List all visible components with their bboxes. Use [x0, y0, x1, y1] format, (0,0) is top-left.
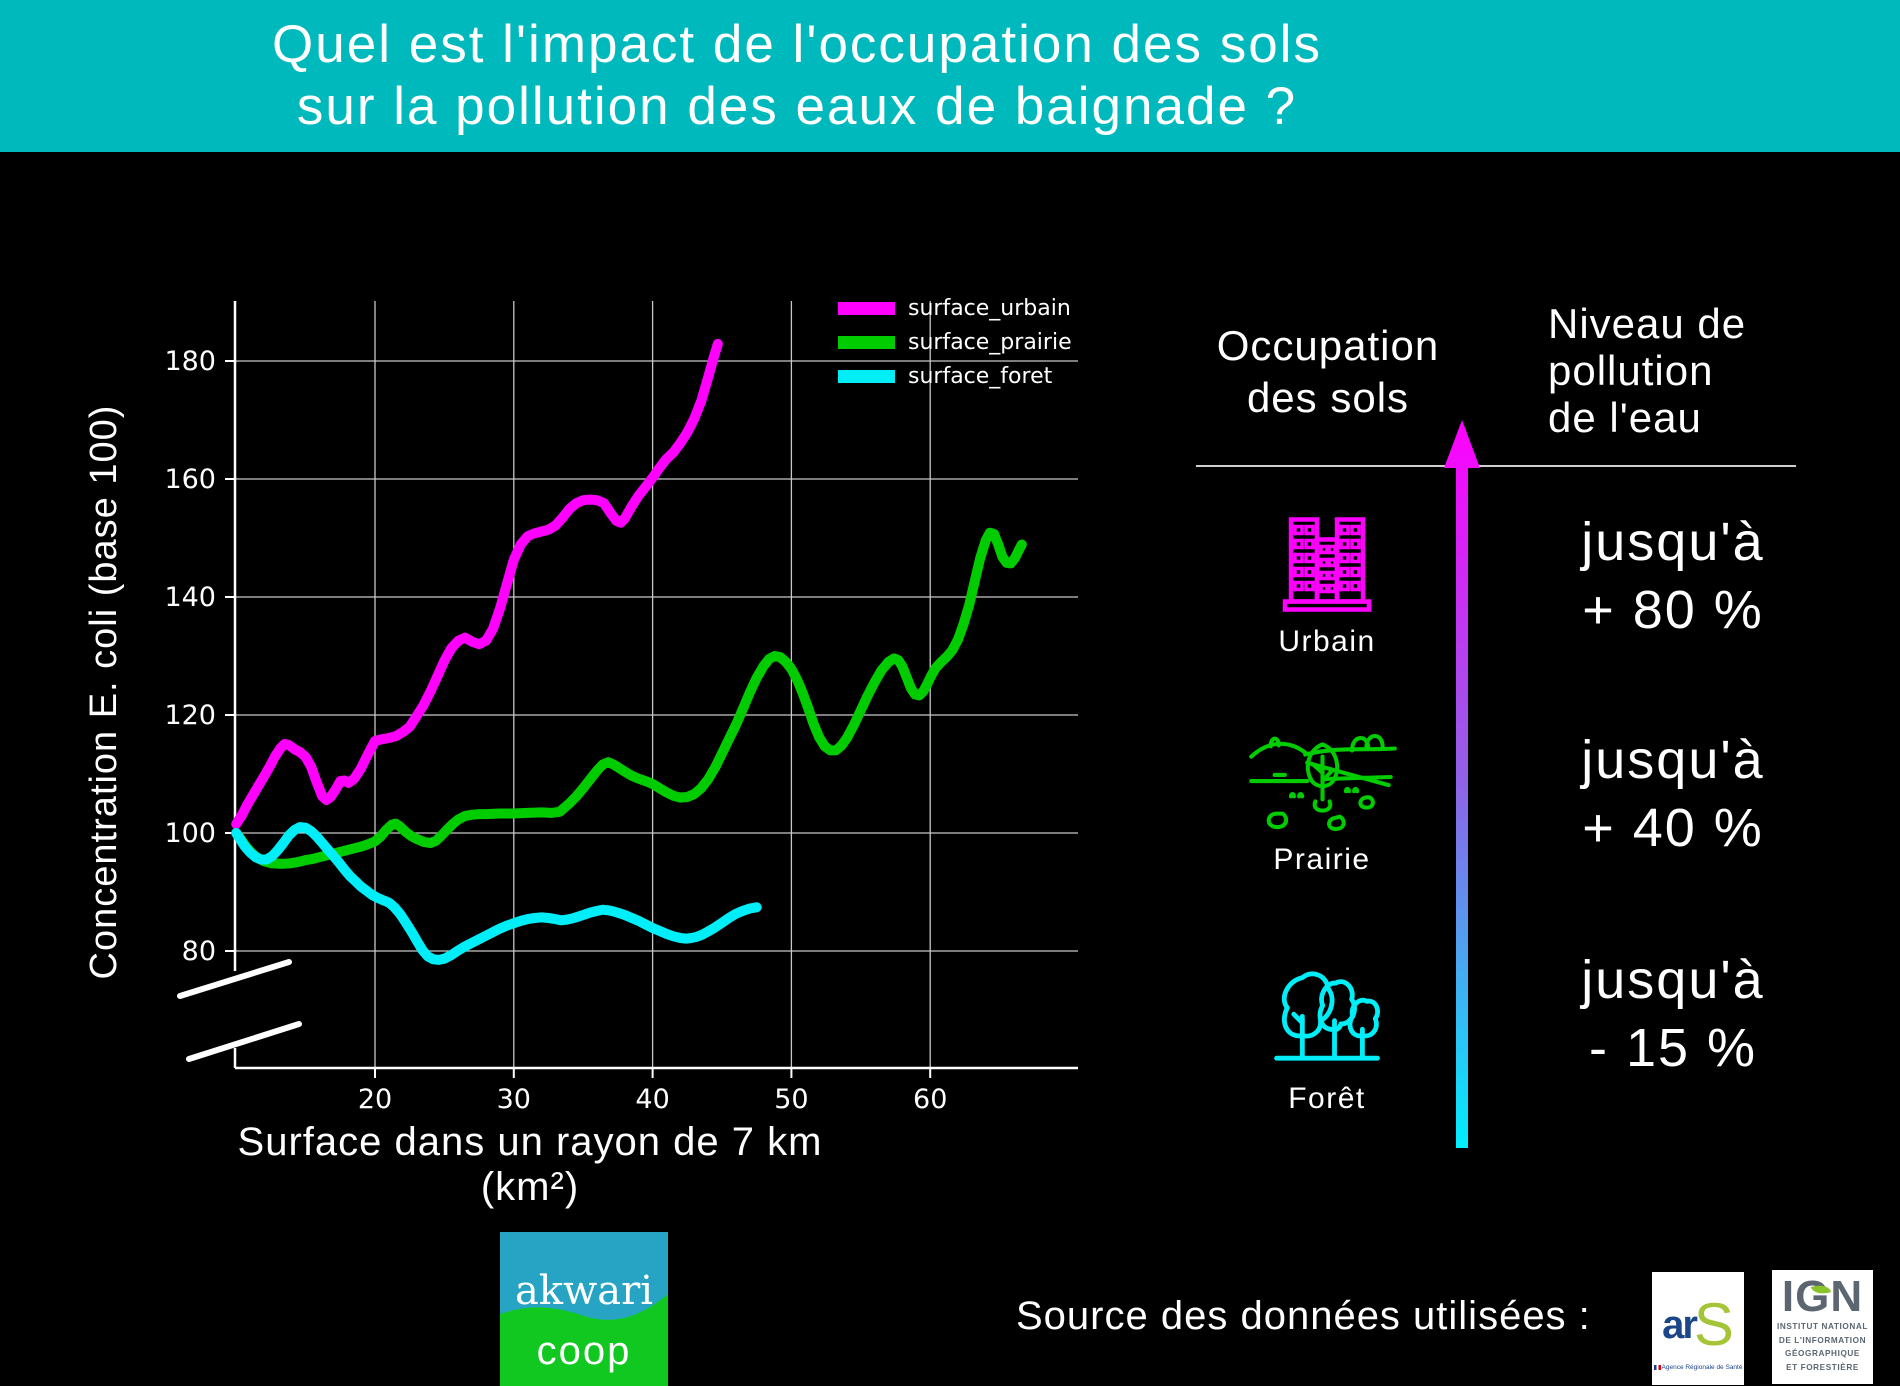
occupation-line1: Occupation	[1216, 322, 1440, 369]
svg-text:60: 60	[913, 1084, 947, 1115]
niveau-line2: pollution	[1548, 347, 1714, 394]
pollution-gradient-arrow-icon	[1444, 420, 1480, 1148]
ign-logo: IGN INSTITUT NATIONAL DE L'INFORMATION G…	[1772, 1270, 1873, 1384]
ign-sub4: ET FORESTIÈRE	[1786, 1362, 1859, 1372]
value-prairie-line1: jusqu'à	[1581, 730, 1765, 790]
ars-subtext-label: Agence Régionale de Santé	[1661, 1364, 1743, 1371]
page-title-line2: sur la pollution des eaux de baignade ?	[296, 77, 1298, 136]
occupation-line2: des sols	[1246, 374, 1410, 421]
ign-sub3: GÉOGRAPHIQUE	[1785, 1349, 1860, 1358]
ign-text: IGN	[1781, 1272, 1864, 1321]
svg-text:160: 160	[164, 464, 216, 495]
value-prairie-line2: + 40 %	[1582, 798, 1764, 858]
ign-sub1: INSTITUT NATIONAL	[1776, 1322, 1868, 1331]
value-foret: jusqu'à - 15 %	[1528, 946, 1818, 1082]
value-urbain-line2: + 80 %	[1582, 580, 1764, 640]
ars-s-text: S	[1693, 1291, 1734, 1358]
niveau-line3: de l'eau	[1548, 394, 1702, 441]
svg-text:40: 40	[635, 1084, 669, 1115]
legend-label-foret: surface_foret	[908, 363, 1053, 389]
coop-text: coop	[537, 1329, 632, 1373]
svg-text:50: 50	[774, 1084, 808, 1115]
value-prairie: jusqu'à + 40 %	[1528, 726, 1818, 862]
page-title-line1: Quel est l'impact de l'occupation des so…	[272, 15, 1322, 74]
value-urbain-line1: jusqu'à	[1581, 512, 1765, 572]
chart-legend: surface_urbain surface_prairie surface_f…	[838, 295, 1072, 399]
svg-text:20: 20	[358, 1084, 392, 1115]
label-urbain: Urbain	[1278, 625, 1376, 658]
legend-swatch-urbain	[838, 301, 895, 315]
column-header-niveau-pollution: Niveau de pollution de l'eau	[1548, 300, 1828, 441]
page-title: Quel est l'impact de l'occupation des so…	[197, 14, 1397, 138]
ars-subtext: Agence Régionale de Santé	[1652, 1364, 1744, 1371]
ign-wordmark: IGN	[1782, 1274, 1863, 1320]
legend-swatch-prairie	[838, 335, 895, 349]
legend-label-urbain: surface_urbain	[908, 295, 1071, 321]
source-caption: Source des données utilisées :	[1016, 1294, 1591, 1338]
legend-item-prairie: surface_prairie	[838, 329, 1072, 355]
svg-text:30: 30	[497, 1084, 531, 1115]
ign-sub2: DE L'INFORMATION	[1778, 1335, 1867, 1345]
legend-item-urbain: surface_urbain	[838, 295, 1072, 321]
header-banner: Quel est l'impact de l'occupation des so…	[0, 0, 1900, 152]
ign-subtext: INSTITUT NATIONAL DE L'INFORMATION GÉOGR…	[1772, 1320, 1873, 1374]
value-foret-line1: jusqu'à	[1581, 950, 1765, 1010]
foret-trees-icon	[1274, 971, 1380, 1061]
french-flag-icon	[1653, 1364, 1661, 1370]
urbain-buildings-icon	[1282, 517, 1372, 612]
x-axis-label: Surface dans un rayon de 7 km (km²)	[237, 1120, 823, 1209]
ars-ar-text: ar	[1662, 1303, 1698, 1347]
label-prairie: Prairie	[1273, 843, 1371, 876]
ars-logo: arS Agence Régionale de Santé	[1652, 1272, 1744, 1385]
value-urbain: jusqu'à + 80 %	[1528, 508, 1818, 644]
legend-label-prairie: surface_prairie	[908, 329, 1072, 355]
niveau-line1: Niveau de	[1548, 300, 1747, 347]
svg-text:80: 80	[182, 936, 216, 967]
svg-text:180: 180	[164, 346, 216, 377]
legend-item-foret: surface_foret	[838, 363, 1072, 389]
prairie-landscape-icon	[1249, 733, 1397, 831]
line-chart: 80 100 120 140 160 180 20 30 40 50 60	[164, 301, 1078, 1115]
svg-text:140: 140	[164, 582, 216, 613]
panel-divider	[1196, 465, 1796, 467]
y-axis-label: Concentration E. coli (base 100)	[83, 404, 125, 980]
label-foret: Forêt	[1288, 1082, 1366, 1115]
value-foret-line2: - 15 %	[1588, 1018, 1758, 1078]
akwari-coop-logo: akwari coop	[500, 1232, 668, 1386]
column-header-occupation: Occupation des sols	[1178, 320, 1478, 424]
ars-wordmark: arS	[1652, 1290, 1744, 1362]
svg-text:100: 100	[164, 818, 216, 849]
legend-swatch-foret	[838, 369, 895, 383]
akwari-text: akwari	[515, 1268, 653, 1314]
svg-text:120: 120	[164, 700, 216, 731]
